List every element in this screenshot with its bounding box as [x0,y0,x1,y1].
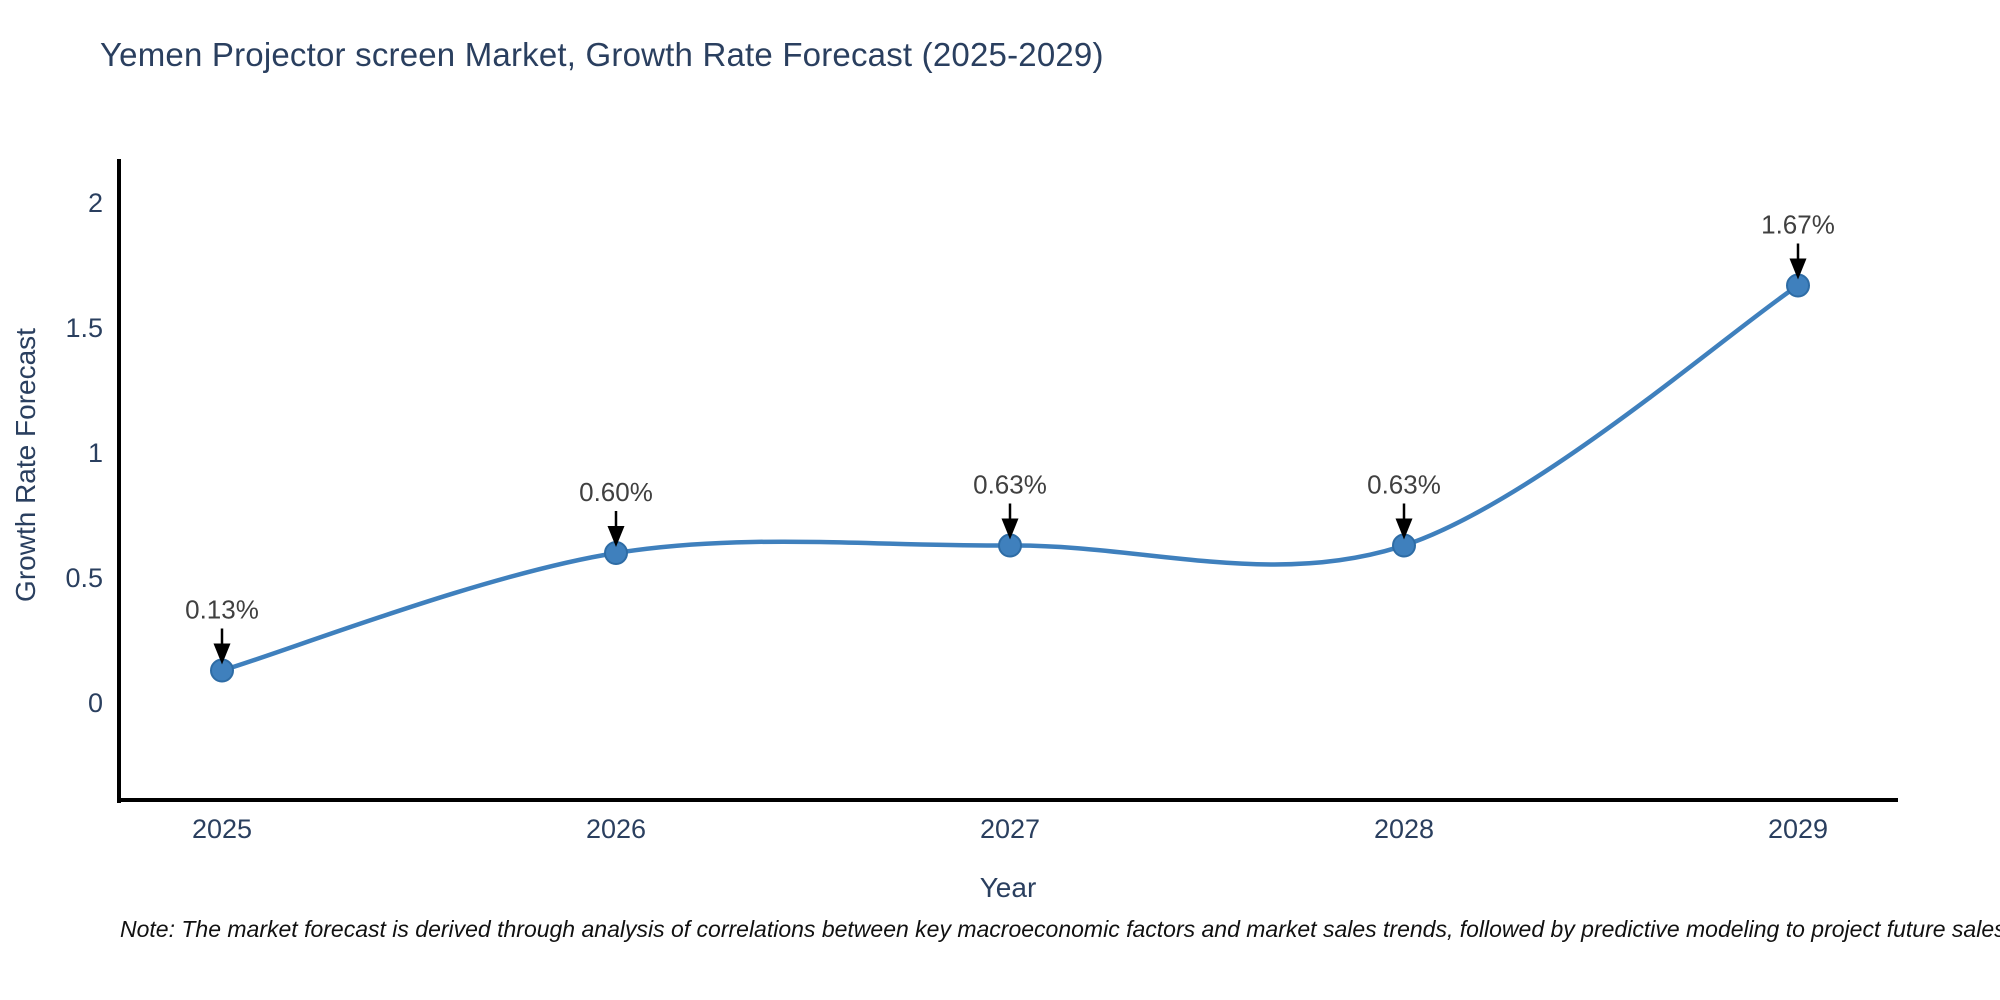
point-annotations: 0.13% 0.60% 0.63% 0.63% 1.67% [185,210,1835,665]
y-tick-label: 1.5 [65,313,103,343]
x-axis-ticks: 2025 2026 2027 2028 2029 [192,814,1828,844]
annotation-arrowhead-icon [1395,518,1413,540]
annotation-arrowhead-icon [213,643,231,665]
point-value-label: 1.67% [1761,210,1835,240]
annotation-arrowhead-icon [1001,518,1019,540]
annotation-arrowhead-icon [1789,258,1807,280]
x-tick-label: 2027 [980,814,1040,844]
point-value-label: 0.13% [185,595,259,625]
y-axis-title: Growth Rate Forecast [10,328,41,602]
point-value-label: 0.63% [1367,470,1441,500]
x-tick-label: 2025 [192,814,252,844]
y-tick-label: 1 [88,438,103,468]
y-axis-ticks: 0 0.5 1 1.5 2 [65,188,103,718]
annotation-arrowhead-icon [607,526,625,547]
footnote: Note: The market forecast is derived thr… [120,916,2000,942]
x-tick-label: 2028 [1374,814,1434,844]
point-value-label: 0.60% [579,477,653,507]
chart-title: Yemen Projector screen Market, Growth Ra… [100,36,1104,73]
y-tick-label: 0.5 [65,563,103,593]
x-tick-label: 2026 [586,814,646,844]
point-value-label: 0.63% [973,470,1047,500]
y-tick-label: 0 [88,688,103,718]
growth-rate-series [210,273,1810,683]
x-tick-label: 2029 [1768,814,1828,844]
y-tick-label: 2 [88,188,103,218]
x-axis-title: Year [980,872,1037,903]
